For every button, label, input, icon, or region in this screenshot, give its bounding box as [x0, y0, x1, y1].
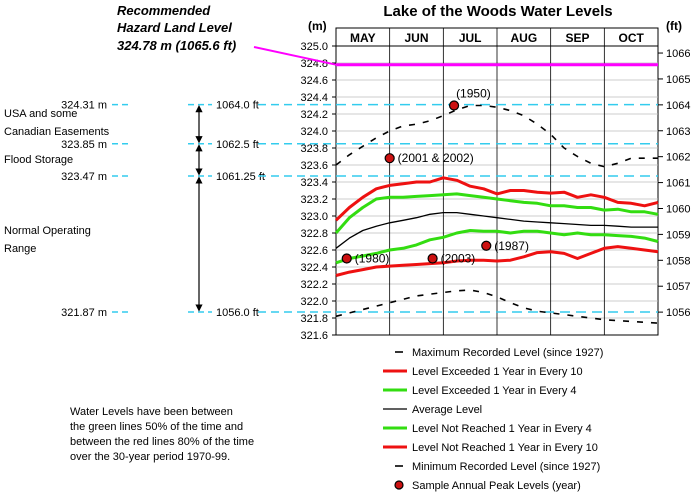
month-label-jun: JUN — [404, 31, 428, 45]
note-line-3: over the 30-year period 1970-99. — [70, 451, 230, 463]
zone-normal-label-2: Range — [4, 243, 36, 255]
tick-label-ft: 1057 — [666, 281, 690, 293]
tick-label-m: 322.6 — [300, 245, 328, 257]
reference-label-m: 323.47 m — [61, 171, 107, 183]
legend-label-3: Average Level — [412, 404, 482, 416]
legend-label-5: Level Not Reached 1 Year in Every 10 — [412, 442, 598, 454]
zone-usa-label-1: USA and some — [4, 108, 77, 120]
chart-title: Lake of the Woods Water Levels — [383, 3, 612, 20]
zone-flood-label: Flood Storage — [4, 154, 73, 166]
peak-marker-1 — [384, 153, 395, 164]
reference-label-ft: 1056.0 ft — [216, 307, 259, 319]
tick-label-m: 322.8 — [300, 228, 328, 240]
tick-label-ft: 1058 — [666, 255, 690, 267]
tick-label-ft: 1060 — [666, 203, 690, 215]
legend-label-7: Sample Annual Peak Levels (year) — [412, 480, 581, 492]
series-line-5 — [335, 245, 659, 277]
hazard-line-group — [253, 46, 658, 67]
month-label-oct: OCT — [618, 31, 644, 45]
series-line-4 — [335, 229, 659, 265]
reference-label-ft: 1062.5 ft — [216, 139, 259, 151]
tick-label-m: 325.0 — [300, 41, 328, 53]
hazard-value: 324.78 m (1065.6 ft) — [117, 38, 236, 53]
legend-label-6: Minimum Recorded Level (since 1927) — [412, 461, 600, 473]
plot-grid — [335, 27, 659, 336]
legend-label-0: Maximum Recorded Level (since 1927) — [412, 347, 603, 359]
reference-label-m: 324.31 m — [61, 100, 107, 112]
note-line-1: the green lines 50% of the time and — [70, 421, 243, 433]
peak-markers: (1950) (2001 & 2002) (1980) (2003) (1987) — [341, 87, 529, 266]
legend-label-4: Level Not Reached 1 Year in Every 4 — [412, 423, 592, 435]
tick-label-m: 323.6 — [300, 160, 328, 172]
month-label-aug: AUG — [510, 31, 537, 45]
note-line-2: between the red lines 80% of the time — [70, 436, 254, 448]
y-ticks: 325.0324.8324.6324.4324.2324.0323.8323.6… — [300, 41, 690, 342]
reference-label-ft: 1064.0 ft — [216, 100, 259, 112]
tick-label-m: 323.8 — [300, 143, 328, 155]
y-axis-right-unit: (ft) — [666, 19, 682, 33]
tick-label-m: 324.6 — [300, 75, 328, 87]
tick-label-m: 322.4 — [300, 262, 328, 274]
zone-normal-label-1: Normal Operating — [4, 225, 91, 237]
reference-label-m: 321.87 m — [61, 307, 107, 319]
series-line-2 — [334, 192, 659, 234]
hazard-title-line1: Recommended — [117, 3, 211, 18]
peak-marker-2 — [341, 253, 352, 264]
tick-label-ft: 1064 — [666, 100, 690, 112]
tick-label-m: 321.6 — [300, 330, 328, 342]
month-label-jul: JUL — [459, 31, 482, 45]
peak-marker-0 — [448, 100, 460, 111]
peak-label-2: (1980) — [355, 252, 390, 266]
peak-label-1: (2001 & 2002) — [398, 151, 474, 165]
zone-annotations: USA and some Canadian Easements Flood St… — [4, 105, 203, 312]
y-axis-left-unit: (m) — [308, 19, 327, 33]
month-label-may: MAY — [350, 31, 376, 45]
tick-label-m: 323.4 — [300, 177, 328, 189]
peak-label-4: (1987) — [494, 239, 529, 253]
tick-label-m: 322.2 — [300, 279, 328, 291]
legend-label-1: Level Exceeded 1 Year in Every 10 — [412, 366, 583, 378]
note-line-0: Water Levels have been between — [70, 406, 233, 418]
peak-label-0: (1950) — [456, 87, 491, 101]
tick-label-m: 324.2 — [300, 109, 328, 121]
hazard-pointer — [253, 46, 337, 66]
legend: Maximum Recorded Level (since 1927) Level… — [383, 347, 603, 492]
series-lines — [334, 104, 659, 324]
reference-label-ft: 1061.25 ft — [216, 171, 265, 183]
tick-label-m: 324.0 — [300, 126, 328, 138]
tick-label-ft: 1056 — [666, 307, 690, 319]
tick-label-ft: 1059 — [666, 229, 690, 241]
legend-swatch-7 — [394, 480, 404, 490]
month-header: MAY JUN JUL AUG SEP OCT — [350, 31, 644, 45]
series-line-1 — [334, 176, 659, 222]
tick-label-m: 321.8 — [300, 313, 328, 325]
tick-label-m: 323.0 — [300, 211, 328, 223]
tick-label-ft: 1061 — [666, 178, 690, 190]
hazard-title-line2: Hazard Land Level — [117, 20, 232, 35]
reference-label-m: 323.85 m — [61, 139, 107, 151]
zone-usa-label-2: Canadian Easements — [4, 126, 110, 138]
peak-label-3: (2003) — [441, 252, 476, 266]
note-text: Water Levels have been between the green … — [70, 406, 254, 463]
tick-label-m: 324.4 — [300, 92, 328, 104]
tick-label-ft: 1063 — [666, 126, 690, 138]
tick-label-m: 322.0 — [300, 296, 328, 308]
tick-label-ft: 1066 — [666, 48, 690, 60]
tick-label-ft: 1065 — [666, 74, 690, 86]
tick-label-m: 323.2 — [300, 194, 328, 206]
peak-marker-3 — [427, 253, 438, 264]
reference-levels: 324.31 m 1064.0 ft 323.85 m 1062.5 ft 323.47… — [61, 100, 658, 319]
legend-label-2: Level Exceeded 1 Year in Every 4 — [412, 385, 577, 397]
tick-label-ft: 1062 — [666, 152, 690, 164]
month-label-sep: SEP — [565, 31, 589, 45]
series-line-3 — [335, 211, 658, 249]
peak-marker-4 — [481, 240, 492, 251]
